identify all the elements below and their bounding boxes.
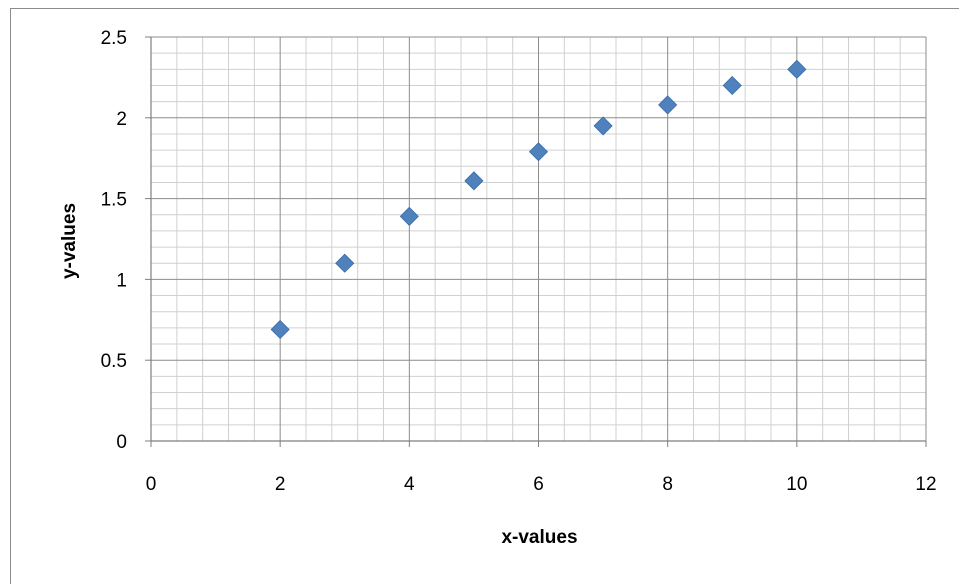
data-point-marker [270, 319, 290, 340]
x-tick-label: 4 [404, 474, 415, 495]
data-points [270, 59, 807, 340]
data-point-marker [464, 171, 484, 191]
y-tick-label: 1 [116, 270, 127, 291]
data-point-marker [399, 206, 419, 226]
x-tick-label: 0 [146, 474, 157, 495]
data-point-marker [787, 59, 807, 79]
x-axis-title: x-values [501, 527, 577, 548]
data-point-marker [722, 75, 742, 96]
y-axis-ticks: 0 0.5 1 1.5 2 2.5 [101, 28, 151, 453]
y-tick-label: 2 [116, 109, 127, 130]
x-axis-ticks: 0 2 4 6 8 10 12 [146, 441, 937, 495]
y-tick-label: 1.5 [101, 190, 127, 211]
x-tick-label: 8 [662, 474, 673, 495]
x-tick-label: 12 [915, 474, 936, 495]
x-tick-label: 10 [786, 474, 807, 495]
x-tick-label: 6 [533, 474, 544, 495]
data-point-marker [658, 95, 678, 115]
data-point-marker [593, 116, 613, 136]
y-tick-label: 0 [116, 432, 127, 453]
chart-frame [10, 8, 959, 584]
major-gridlines [151, 36, 927, 441]
x-tick-label: 2 [275, 474, 286, 495]
y-tick-label: 2.5 [101, 28, 127, 49]
data-point-marker [528, 142, 549, 162]
y-tick-label: 0.5 [101, 351, 127, 372]
data-point-marker [335, 253, 355, 273]
y-axis-title: y-values [59, 203, 80, 279]
